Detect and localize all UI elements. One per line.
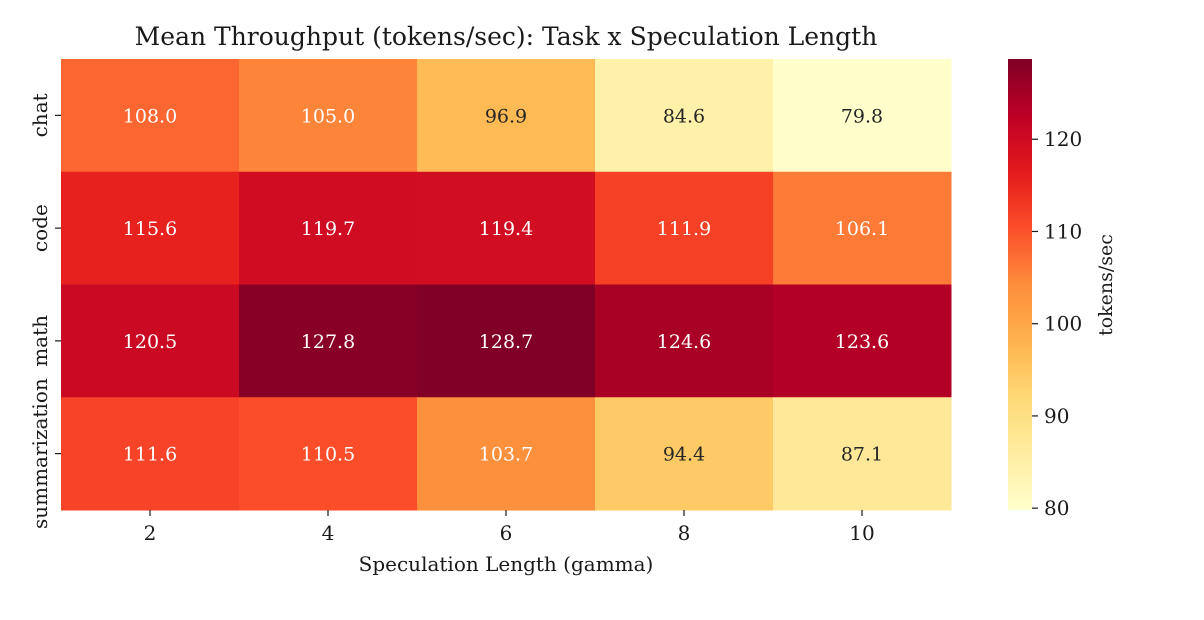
cell-value-label: 120.5 <box>123 331 177 353</box>
heatmap-cell <box>239 397 418 511</box>
cell-value-label: 111.6 <box>123 444 177 466</box>
cell-value-label: 106.1 <box>835 218 889 240</box>
colorbar-tick-label: 90 <box>1044 404 1069 428</box>
colorbar-label: tokens/sec <box>1095 234 1117 336</box>
cell-value-label: 79.8 <box>841 105 883 127</box>
colorbar-axis: 80 90 100 110 120 <box>1032 127 1082 520</box>
cell-value-label: 84.6 <box>663 105 705 127</box>
cell-value-label: 110.5 <box>301 444 355 466</box>
colorbar-tick-label: 80 <box>1044 496 1069 520</box>
x-tick-label: 2 <box>144 521 157 545</box>
heatmap-cell <box>61 284 240 398</box>
heatmap-cell <box>773 284 952 398</box>
heatmap-cell-labels: 108.0 105.0 96.9 84.6 79.8 115.6 119.7 119.4 111… <box>123 105 889 465</box>
x-tick-label: 6 <box>500 521 513 545</box>
cell-value-label: 87.1 <box>841 444 883 466</box>
chart-title: Mean Throughput (tokens/sec): Task x Spe… <box>135 22 878 51</box>
cell-value-label: 94.4 <box>663 444 705 466</box>
colorbar-tick-label: 110 <box>1044 219 1082 243</box>
heatmap-cell <box>61 171 240 285</box>
cell-value-label: 96.9 <box>485 105 527 127</box>
x-tick-label: 8 <box>678 521 691 545</box>
heatmap-cell <box>417 284 596 398</box>
colorbar-tick-label: 120 <box>1044 127 1082 151</box>
heatmap-cell <box>239 59 418 173</box>
cell-value-label: 119.7 <box>301 218 355 240</box>
x-tick-label: 4 <box>322 521 335 545</box>
cell-value-label: 128.7 <box>479 331 533 353</box>
cell-value-label: 115.6 <box>123 218 177 240</box>
heatmap-cells <box>61 59 952 511</box>
y-tick-label: summarization <box>28 378 52 529</box>
heatmap-cell <box>417 397 596 511</box>
x-tick-label: 10 <box>849 521 874 545</box>
y-tick-label: math <box>28 315 52 367</box>
cell-value-label: 105.0 <box>301 105 355 127</box>
heatmap-cell <box>239 171 418 285</box>
cell-value-label: 108.0 <box>123 105 177 127</box>
heatmap-cell <box>773 397 952 511</box>
heatmap-cell <box>595 59 774 173</box>
x-axis: 2 4 6 8 10 <box>144 510 875 545</box>
cell-value-label: 123.6 <box>835 331 889 353</box>
y-axis: chat code math summarization <box>28 93 61 529</box>
heatmap-cell <box>417 171 596 285</box>
heatmap-cell <box>595 171 774 285</box>
cell-value-label: 111.9 <box>657 218 711 240</box>
heatmap-cell <box>239 284 418 398</box>
heatmap-cell <box>595 397 774 511</box>
y-tick-label: chat <box>28 93 52 137</box>
heatmap-cell <box>773 59 952 173</box>
heatmap-cell <box>417 59 596 173</box>
colorbar-tick-label: 100 <box>1044 312 1082 336</box>
heatmap-cell <box>61 397 240 511</box>
cell-value-label: 127.8 <box>301 331 355 353</box>
cell-value-label: 103.7 <box>479 444 533 466</box>
cell-value-label: 124.6 <box>657 331 711 353</box>
heatmap-cell <box>61 59 240 173</box>
y-tick-label: code <box>28 204 52 252</box>
x-axis-label: Speculation Length (gamma) <box>359 552 654 576</box>
cell-value-label: 119.4 <box>479 218 533 240</box>
heatmap-cell <box>773 171 952 285</box>
heatmap-cell <box>595 284 774 398</box>
colorbar <box>1008 59 1032 510</box>
